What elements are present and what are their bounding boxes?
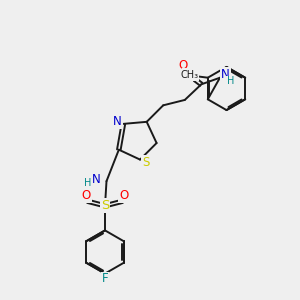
Text: H: H <box>227 76 234 86</box>
Text: N: N <box>92 173 100 186</box>
Text: N: N <box>221 68 230 81</box>
Text: O: O <box>82 189 91 202</box>
Text: O: O <box>183 69 192 82</box>
Text: CH₃: CH₃ <box>181 70 199 80</box>
Text: H: H <box>84 178 92 188</box>
Text: O: O <box>119 189 128 202</box>
Text: O: O <box>179 59 188 72</box>
Text: F: F <box>102 272 108 286</box>
Text: S: S <box>142 156 149 169</box>
Text: N: N <box>113 115 122 128</box>
Text: S: S <box>101 199 109 212</box>
